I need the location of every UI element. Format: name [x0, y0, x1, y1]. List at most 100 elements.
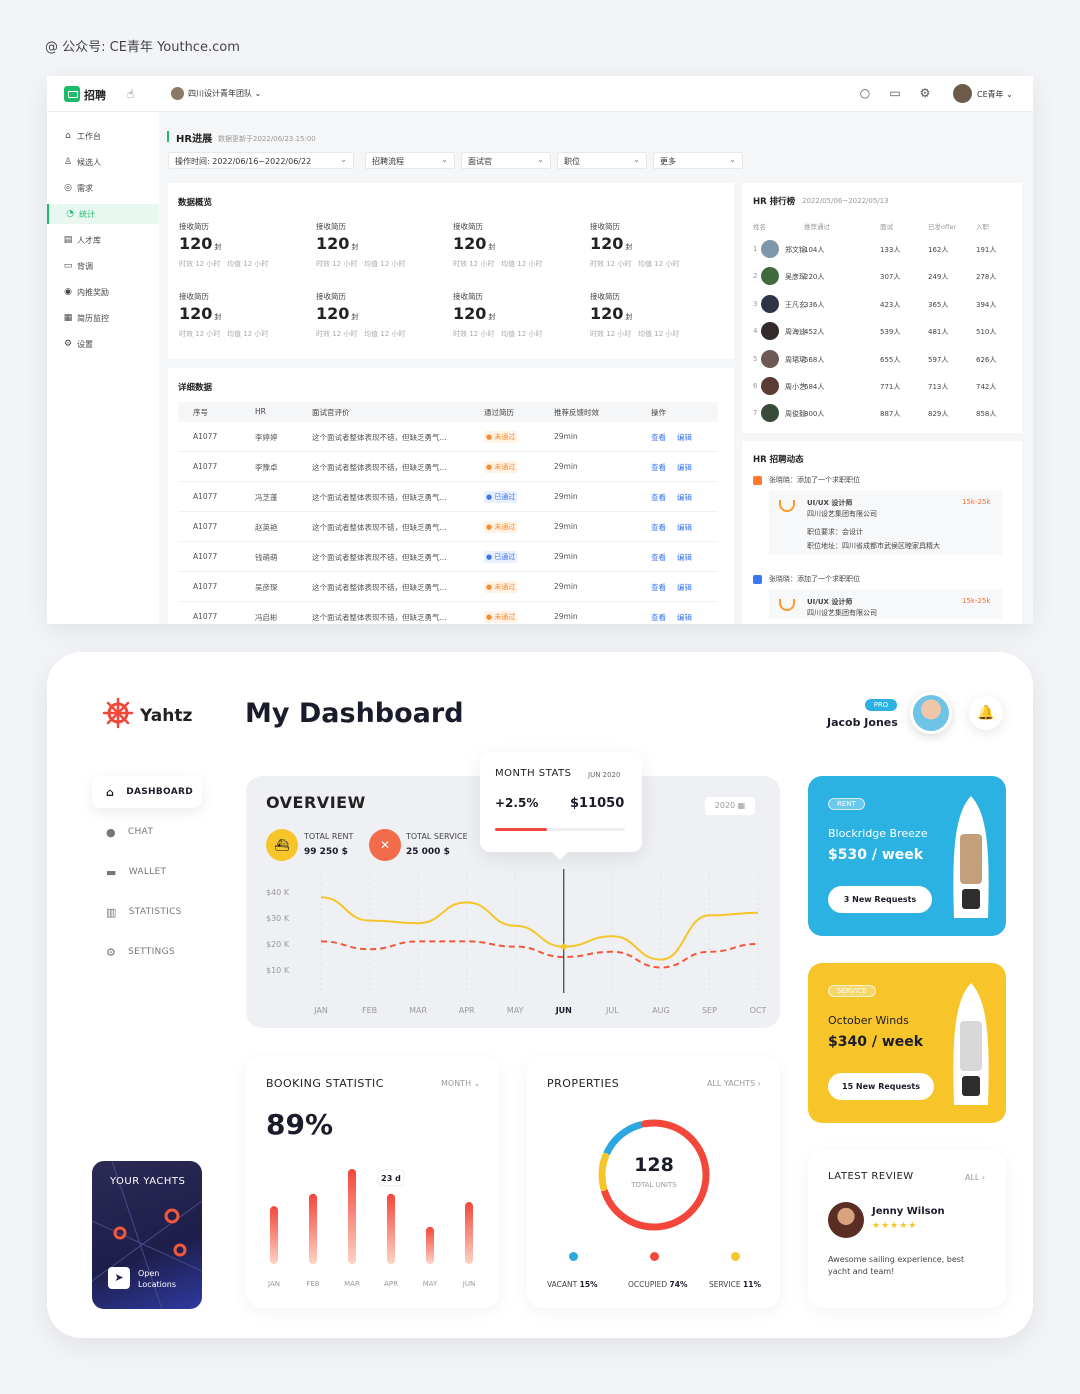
settings-icon[interactable]: ⚙ [919, 86, 931, 100]
stat-sub: 时效 12 小时 均值 12 小时 [179, 260, 269, 268]
sidebar-item[interactable]: ◔ 统计 [47, 204, 159, 224]
service-requests-button[interactable]: 15 New Requests [828, 1073, 934, 1100]
view-link[interactable]: 查看 [651, 523, 666, 532]
view-link[interactable]: 查看 [651, 553, 666, 562]
stat-sub: 时效 12 小时 均值 12 小时 [453, 260, 543, 268]
yacht-illustration [953, 796, 989, 918]
status-badge: ● 未通过 [484, 431, 518, 443]
sidebar-item-label: 背调 [77, 261, 93, 271]
stat-value: 120 封 [179, 234, 221, 253]
job-card[interactable]: UI/UX 设计师 四川设艺集团有限公司 15k-25k 职位要求：会设计 职位地址：四… [769, 490, 1002, 555]
view-link[interactable]: 查看 [651, 493, 666, 502]
stat-unit: 封 [351, 243, 359, 251]
total-rent-label: TOTAL RENT [304, 832, 354, 841]
sidebar-item[interactable]: ⌂ 工作台 [47, 126, 159, 146]
status-label: 未通过 [494, 433, 516, 441]
column-header: 面试官评价 [312, 408, 350, 417]
filter-select[interactable]: 招聘流程 ⌄ [365, 152, 455, 169]
booking-period-select[interactable]: MONTH ⌄ [441, 1079, 481, 1088]
edit-link[interactable]: 编辑 [677, 613, 692, 622]
sidebar-item[interactable]: ⚙ 设置 [47, 334, 159, 354]
ranking-value: 597人 [928, 355, 949, 364]
view-link[interactable]: 查看 [651, 583, 666, 592]
table-row [178, 574, 718, 602]
sidebar-item[interactable]: ♙ 候选人 [47, 152, 159, 172]
year-select[interactable]: 2020 ▦ [705, 797, 755, 815]
filter-select[interactable]: 职位 ⌄ [557, 152, 647, 169]
user-menu[interactable]: CE青年 ⌄ [977, 90, 1013, 99]
edit-link[interactable]: 编辑 [677, 493, 692, 502]
edit-link[interactable]: 编辑 [677, 583, 692, 592]
table-row [178, 544, 718, 572]
feed-item-icon [753, 476, 762, 485]
sidebar-item[interactable]: ▤ 人才库 [47, 230, 159, 250]
ranking-value: 220人 [804, 273, 825, 282]
nav-item-statistics[interactable]: ▥ STATISTICS [92, 896, 202, 928]
rent-requests-button[interactable]: 3 New Requests [828, 886, 932, 913]
bell-icon[interactable]: 🔔 [969, 696, 1003, 730]
row-time: 29min [554, 612, 578, 621]
stat-sub: 时效 12 小时 均值 12 小时 [590, 260, 680, 268]
row-id: A1077 [193, 522, 218, 531]
sidebar-item-label: 需求 [77, 183, 93, 193]
properties-filter[interactable]: ALL YACHTS › [707, 1079, 761, 1088]
filter-label: 面试官 [468, 157, 492, 166]
feed-card: HR 招聘动态 张晓晓：添加了一个求职职位 UI/UX 设计师 四川设艺集团有限公司… [742, 441, 1022, 624]
wallet-icon: ▬ [106, 865, 117, 879]
review-filter[interactable]: ALL › [965, 1173, 986, 1182]
team-avatar[interactable] [171, 87, 184, 100]
app-logo-icon [64, 86, 80, 102]
message-icon[interactable]: ▭ [889, 86, 901, 100]
yacht-icon: ⛴ [266, 829, 298, 861]
filter-label: 招聘流程 [372, 157, 404, 166]
review-card: LATEST REVIEW ALL › Jenny Wilson ★★★★★ A… [808, 1150, 1006, 1308]
stat-value: 120 封 [453, 234, 495, 253]
sidebar-item[interactable]: ◎ 需求 [47, 178, 159, 198]
row-hr: 李婷婷 [255, 433, 278, 442]
row-hr: 吴彦琛 [255, 583, 278, 592]
chevron-down-icon: ⌄ [340, 155, 347, 164]
stat-unit: 封 [214, 313, 222, 321]
row-id: A1077 [193, 552, 218, 561]
bar [465, 1202, 473, 1264]
your-yachts-card[interactable]: YOUR YACHTS ➤ Open Locations [92, 1161, 202, 1309]
job-card[interactable]: UI/UX 设计师 四川设艺集团有限公司 15k-25k [769, 589, 1002, 619]
booking-title: BOOKING STATISTIC [266, 1077, 384, 1090]
edit-link[interactable]: 编辑 [677, 463, 692, 472]
sidebar-item[interactable]: ▭ 背调 [47, 256, 159, 276]
edit-link[interactable]: 编辑 [677, 433, 692, 442]
sidebar-item[interactable]: ◉ 内推奖励 [47, 282, 159, 302]
nav-item-settings[interactable]: ⚙ SETTINGS [92, 936, 202, 968]
stat-value: 120 封 [179, 304, 221, 323]
bar-tooltip [377, 1169, 405, 1187]
search-icon[interactable]: ○ [859, 86, 871, 100]
nav-item-wallet[interactable]: ▬ WALLET [92, 856, 202, 888]
service-card[interactable]: SERVICE October Winds $340 / week 15 New… [808, 963, 1006, 1123]
filter-select[interactable]: 面试官 ⌄ [461, 152, 551, 169]
sidebar-item[interactable]: ▦ 简历监控 [47, 308, 159, 328]
detail-title: 详细数据 [178, 383, 213, 393]
user-avatar[interactable] [910, 692, 952, 734]
rent-card[interactable]: RENT Blockridge Breeze $530 / week 3 New… [808, 776, 1006, 936]
view-link[interactable]: 查看 [651, 433, 666, 442]
ranking-value: 104人 [804, 246, 825, 254]
ranking-header: 姓名 [753, 223, 766, 231]
team-switcher[interactable]: 四川设计青年团队 ⌄ [188, 89, 262, 98]
filter-select[interactable]: 操作时间: 2022/06/16~2022/06/22 ⌄ [168, 152, 354, 169]
table-row [178, 514, 718, 542]
view-link[interactable]: 查看 [651, 613, 666, 622]
ranking-avatar [761, 267, 779, 286]
ranking-value: 452人 [804, 328, 825, 337]
user-avatar[interactable] [953, 84, 972, 103]
ranking-value: 858人 [976, 410, 997, 419]
app-name[interactable]: 招聘 [84, 89, 106, 102]
edit-link[interactable]: 编辑 [677, 553, 692, 562]
ranking-card: HR 排行榜 2022/05/06~2022/05/13 姓名 推荐通过 面试 已发o… [742, 183, 1022, 433]
nav-item-dashboard[interactable]: ⌂ DASHBOARD [92, 776, 202, 808]
filter-select[interactable]: 更多 ⌄ [653, 152, 743, 169]
nav-item-chat[interactable]: ● CHAT [92, 816, 202, 848]
view-link[interactable]: 查看 [651, 463, 666, 472]
bar [348, 1169, 356, 1264]
edit-link[interactable]: 编辑 [677, 523, 692, 532]
section-marker [167, 131, 169, 142]
